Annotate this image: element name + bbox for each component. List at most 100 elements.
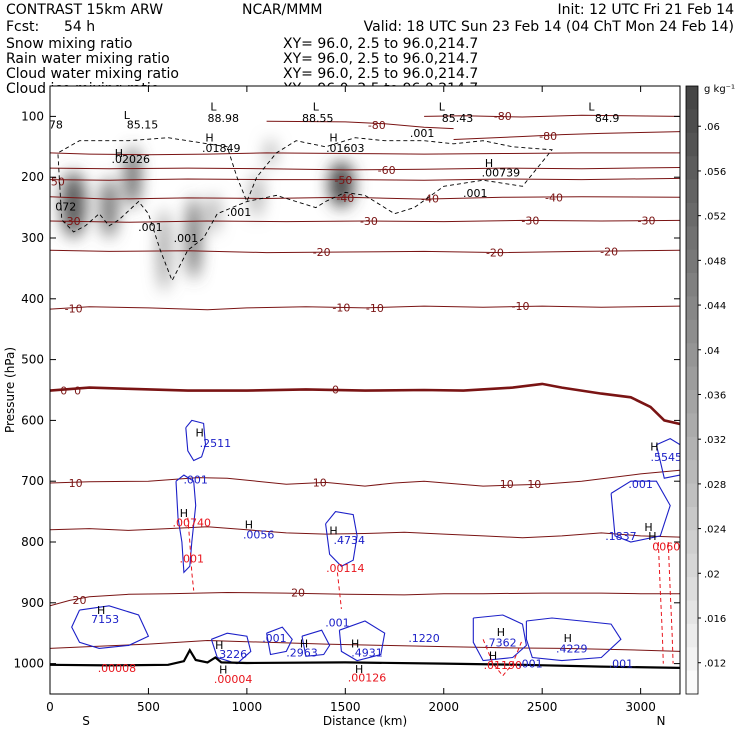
snow-value-label: 78 <box>49 118 63 131</box>
extremum-marker: H <box>180 507 188 520</box>
colorbar-tick-label: .012 <box>704 659 726 670</box>
organization-label: NCAR/MMM <box>242 2 323 18</box>
field-rain-xy: XY= 96.0, 2.5 to 96.0,214.7 <box>283 51 478 67</box>
colorbar-swatch <box>686 86 698 110</box>
temperature-contour <box>50 249 680 254</box>
temperature-contour-label: 20 <box>291 586 305 599</box>
extremum-marker: L <box>124 109 131 122</box>
y-tick-label: 800 <box>21 535 44 549</box>
rain-value-label: .00004 <box>214 673 253 686</box>
temperature-contour-label: -80 <box>539 130 557 143</box>
temperature-contour-label: -30 <box>360 215 378 228</box>
snow-value-label: 88.55 <box>302 112 334 125</box>
y-tick-label: 400 <box>21 292 44 306</box>
cloud-water-value-label-group: .2511 .001 .0056 .4734 .001 7153 .001 3226 .2963… <box>91 437 680 671</box>
snow-shade-blob <box>158 209 170 292</box>
colorbar-tick-label: .016 <box>704 614 726 625</box>
colorbar-swatch <box>686 647 698 672</box>
cloud-water-contour <box>210 632 252 665</box>
rain-water-contour <box>187 517 195 591</box>
temperature-contour <box>266 120 454 130</box>
cloud-water-value-label: 7153 <box>91 613 119 626</box>
cloud-water-value-label: .0056 <box>243 529 275 542</box>
extremum-marker: H <box>205 132 213 145</box>
extremum-marker: L <box>210 101 217 114</box>
forecast-hours: 54 h <box>64 19 95 35</box>
snow-value-label: .01849 <box>202 142 241 155</box>
snow-value-label: .001 <box>138 221 163 234</box>
rain-value-label: .00126 <box>348 672 387 685</box>
cloud-water-contour <box>610 480 671 543</box>
field-snow-label: Snow mixing ratio <box>6 36 132 52</box>
snow-value-label: 072 <box>55 200 76 213</box>
snow-shade-blob <box>187 196 200 280</box>
temperature-contour <box>50 305 680 311</box>
x-tick-label: 1500 <box>330 700 361 714</box>
extremum-marker: H <box>245 518 253 531</box>
cloud-water-value-label: .001 <box>262 632 287 645</box>
rain-water-contour <box>482 639 523 677</box>
colorbar-swatch <box>686 156 698 181</box>
temperature-contour-label: 20 <box>73 594 87 607</box>
temperature-contour-label: -30 <box>638 214 656 227</box>
terrain-line <box>50 647 680 669</box>
extremum-marker: H <box>115 147 123 160</box>
temperature-contour-label: -20 <box>313 246 331 259</box>
snow-value-label: .00739 <box>482 166 521 179</box>
valid-time: Valid: 18 UTC Sun 23 Feb 14 (04 ChT Mon … <box>364 19 734 35</box>
colorbar-tick-label: .024 <box>704 525 726 536</box>
colorbar-swatch <box>686 553 698 578</box>
colorbar-swatch <box>686 179 698 204</box>
temperature-contour-label: 10 <box>500 478 514 491</box>
field-cloud-water-xy: XY= 96.0, 2.5 to 96.0,214.7 <box>283 66 478 82</box>
cloud-water-value-label: .4931 <box>351 647 383 660</box>
extremum-marker: H <box>648 530 656 543</box>
y-tick-label: 500 <box>21 353 44 367</box>
temperature-contour <box>50 382 680 426</box>
north-end-label: N <box>657 714 666 728</box>
colorbar-tick-label: .052 <box>704 212 726 223</box>
extremum-marker: H <box>215 639 223 652</box>
snow-value-label: 85.43 <box>442 112 474 125</box>
extremum-marker: H <box>351 638 359 651</box>
x-tick-label: 1000 <box>232 700 263 714</box>
cloud-water-value-label: .001 <box>628 478 653 491</box>
y-axis-title: Pressure (hPa) <box>3 347 17 433</box>
cloud-water-contours <box>71 419 680 665</box>
temperature-contour <box>50 219 680 223</box>
temperature-contour <box>50 196 680 200</box>
extremum-marker: L <box>588 101 595 114</box>
y-tick-label: 700 <box>21 474 44 488</box>
extremum-marker: H <box>195 427 203 440</box>
cloud-water-value-label: .4734 <box>334 534 366 547</box>
colorbar-tick-label: .032 <box>704 435 726 446</box>
snow-shade-blob <box>251 173 263 218</box>
extremum-marker: L <box>313 101 320 114</box>
y-tick-label: 200 <box>21 170 44 184</box>
colorbar-tick-label: .028 <box>704 480 726 491</box>
temperature-contour-label: -40 <box>336 192 354 205</box>
temperature-contour <box>424 114 680 118</box>
snow-shade-blob <box>328 161 354 208</box>
colorbar-tick-label: .056 <box>704 167 726 178</box>
temperature-contour-label: 10 <box>313 476 327 489</box>
cloud-water-value-label: .2963 <box>286 647 318 660</box>
model-title: CONTRAST 15km ARW <box>6 2 163 18</box>
snow-value-label: .001 <box>174 232 199 245</box>
temperature-contour-label: -10 <box>65 303 83 316</box>
colorbar-swatch <box>686 390 698 414</box>
snow-shade-blob <box>101 177 118 238</box>
colorbar-swatch <box>686 436 698 461</box>
snow-value-label: .001 <box>227 206 252 219</box>
cloud-water-value-label: .4229 <box>556 642 588 655</box>
temperature-contour-label: -20 <box>486 247 504 260</box>
temperature-contour <box>50 167 680 171</box>
colorbar-swatch <box>686 413 698 438</box>
cloud-water-value-label: .001 <box>518 658 543 671</box>
temperature-contour-label: 0 <box>74 385 81 398</box>
extremum-marker: H <box>355 663 363 676</box>
colorbar-swatch <box>686 366 698 391</box>
temperature-contour <box>50 591 680 607</box>
temperature-contour <box>453 131 680 140</box>
